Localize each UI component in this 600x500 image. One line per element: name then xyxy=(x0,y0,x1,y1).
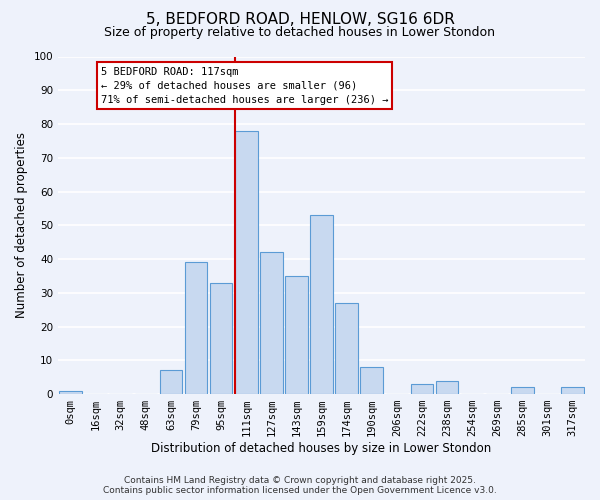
Bar xyxy=(310,215,333,394)
Y-axis label: Number of detached properties: Number of detached properties xyxy=(15,132,28,318)
Bar xyxy=(361,367,383,394)
Bar xyxy=(185,262,208,394)
Text: Contains HM Land Registry data © Crown copyright and database right 2025.
Contai: Contains HM Land Registry data © Crown c… xyxy=(103,476,497,495)
Bar xyxy=(410,384,433,394)
Text: 5, BEDFORD ROAD, HENLOW, SG16 6DR: 5, BEDFORD ROAD, HENLOW, SG16 6DR xyxy=(146,12,454,28)
Text: 5 BEDFORD ROAD: 117sqm
← 29% of detached houses are smaller (96)
71% of semi-det: 5 BEDFORD ROAD: 117sqm ← 29% of detached… xyxy=(101,66,388,104)
Bar xyxy=(235,131,257,394)
Bar xyxy=(210,282,232,394)
Bar xyxy=(436,380,458,394)
Bar xyxy=(285,276,308,394)
Text: Size of property relative to detached houses in Lower Stondon: Size of property relative to detached ho… xyxy=(104,26,496,39)
Bar xyxy=(561,388,584,394)
X-axis label: Distribution of detached houses by size in Lower Stondon: Distribution of detached houses by size … xyxy=(151,442,491,455)
Bar xyxy=(160,370,182,394)
Bar xyxy=(511,388,533,394)
Bar xyxy=(260,252,283,394)
Bar xyxy=(59,390,82,394)
Bar xyxy=(335,303,358,394)
